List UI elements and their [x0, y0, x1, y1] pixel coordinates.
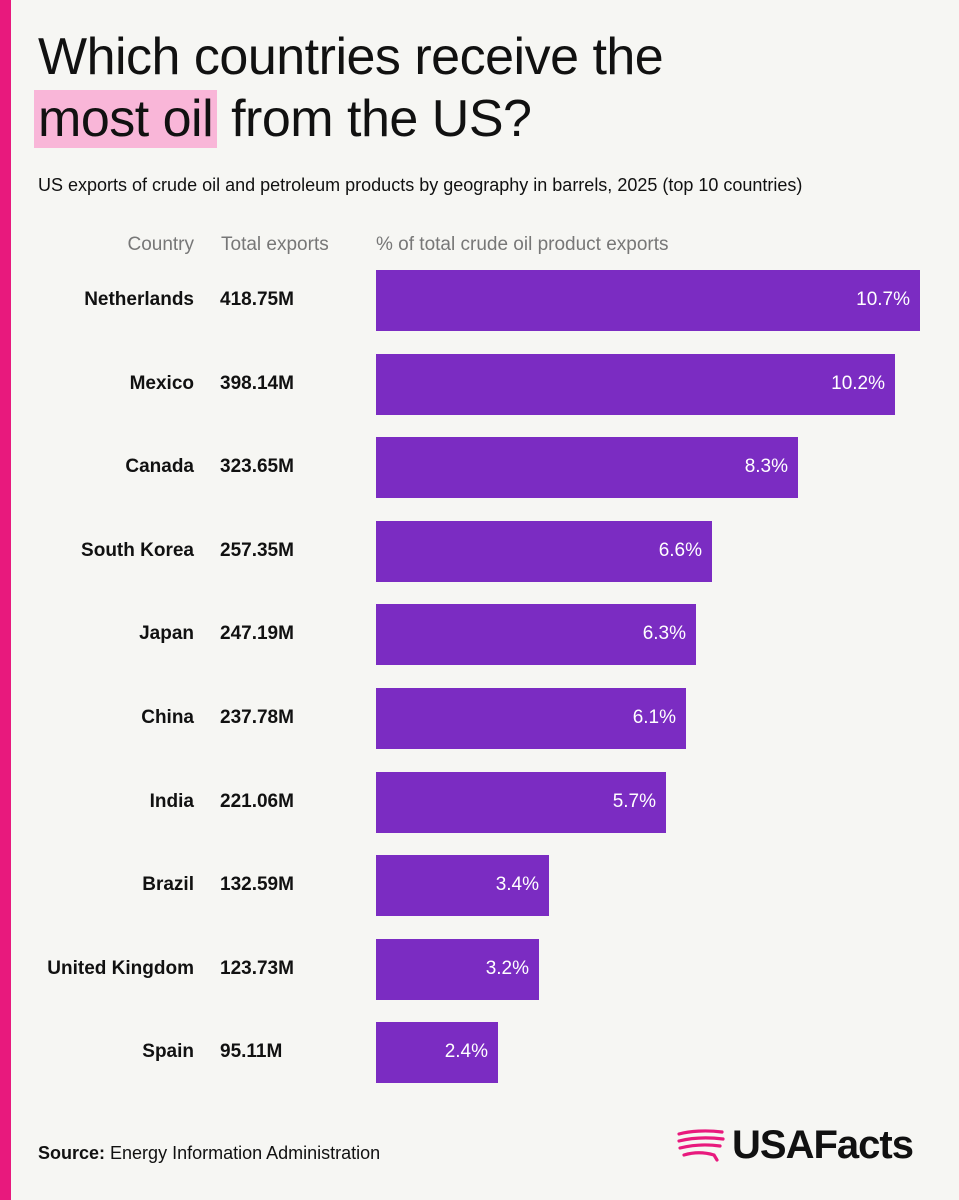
country-label: Brazil	[142, 874, 194, 896]
source-note: Source: Energy Information Administratio…	[38, 1143, 380, 1164]
title-highlight: most oil	[34, 90, 218, 148]
column-header-country: Country	[127, 234, 194, 255]
column-header-pct: % of total crude oil product exports	[376, 234, 669, 255]
country-label: Netherlands	[84, 289, 194, 310]
country-label: Spain	[142, 1041, 194, 1063]
bar: 10.7%	[376, 270, 920, 331]
title-line-2: from the US?	[217, 90, 532, 148]
bar-value-label: 6.6%	[658, 539, 702, 561]
total-exports-value: 398.14M	[220, 372, 294, 394]
bar-value-label: 5.7%	[612, 790, 656, 812]
total-exports-value: 247.19M	[220, 623, 294, 645]
country-label: Canada	[125, 456, 194, 478]
title-line-1: Which countries receive the	[38, 28, 664, 86]
chart-subtitle: US exports of crude oil and petroleum pr…	[38, 175, 803, 195]
bar: 3.2%	[376, 938, 539, 1000]
brand-logo: USAFacts	[676, 1122, 926, 1168]
bar: 10.2%	[376, 353, 895, 415]
bar: 6.3%	[376, 604, 696, 666]
bar-value-label: 6.1%	[632, 707, 676, 728]
total-exports-value: 132.59M	[220, 874, 294, 896]
total-exports-value: 237.78M	[220, 707, 294, 728]
brand-name: USAFacts	[732, 1123, 914, 1167]
country-label: United Kingdom	[47, 957, 194, 979]
country-label: Mexico	[129, 372, 194, 394]
chart-title: Which countries receive the most oil fro…	[34, 26, 664, 150]
bar: 5.7%	[376, 771, 666, 833]
country-label: South Korea	[81, 539, 194, 561]
country-label: China	[141, 707, 194, 728]
bar-value-label: 10.2%	[831, 372, 885, 394]
country-label: Japan	[139, 623, 194, 645]
bar-value-label: 3.2%	[485, 957, 529, 979]
bar: 6.1%	[376, 688, 686, 749]
bar-value-label: 6.3%	[642, 623, 686, 645]
total-exports-value: 123.73M	[220, 957, 294, 979]
total-exports-value: 418.75M	[220, 289, 294, 310]
bar: 2.4%	[376, 1022, 498, 1084]
accent-stripe	[0, 0, 11, 1200]
bar: 8.3%	[376, 437, 798, 499]
column-header-total: Total exports	[221, 234, 329, 255]
source-label: Source:	[38, 1143, 106, 1163]
total-exports-value: 257.35M	[220, 539, 294, 561]
usa-map-icon	[677, 1129, 725, 1162]
total-exports-value: 323.65M	[220, 456, 294, 478]
total-exports-value: 95.11M	[220, 1041, 283, 1063]
bar: 6.6%	[376, 520, 712, 582]
bar-value-label: 8.3%	[744, 456, 788, 478]
source-text: Energy Information Administration	[105, 1143, 381, 1163]
bar: 3.4%	[376, 855, 549, 917]
bar-value-label: 10.7%	[856, 289, 910, 310]
total-exports-value: 221.06M	[220, 790, 294, 812]
bar-value-label: 2.4%	[444, 1041, 488, 1063]
country-label: India	[149, 790, 194, 812]
bar-value-label: 3.4%	[495, 874, 539, 896]
